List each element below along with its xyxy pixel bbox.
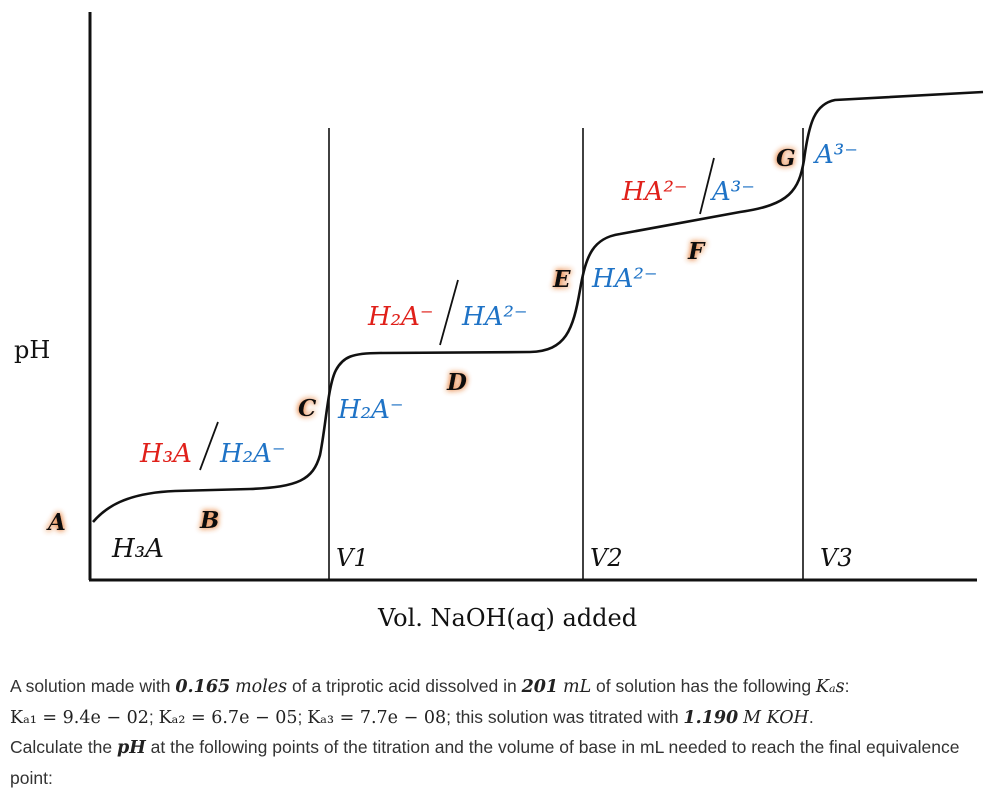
ratio-slash-3: [699, 157, 715, 215]
point-label-g: G: [776, 145, 796, 172]
species-ha-region: HA²⁻: [591, 264, 658, 294]
ph-symbol: pH: [117, 738, 146, 758]
conc-value: 1.190: [683, 707, 739, 728]
y-axis-label: pH: [14, 336, 50, 364]
problem-text-7: Calculate the: [10, 737, 118, 757]
volume-unit: mL: [562, 677, 592, 697]
point-label-c: C: [298, 395, 317, 422]
ratio-slash-2: [439, 279, 459, 346]
ka3-value: Kₐ₃ = 7.7e − 08: [307, 707, 447, 728]
v3-label: V3: [820, 544, 853, 572]
species-h3a: H₃A: [111, 534, 164, 564]
point-label-a: A: [46, 509, 66, 536]
point-label-e: E: [552, 266, 571, 293]
species-ha-a-acid: HA²⁻: [621, 177, 688, 207]
problem-text-2: of a triprotic acid dissolved in: [287, 676, 522, 696]
moles-unit: moles: [235, 677, 288, 697]
species-ha-a-base: A³⁻: [710, 177, 755, 207]
species-h2a-region: H₂A⁻: [337, 395, 404, 425]
species-h3a-h2a-acid: H₃A: [139, 439, 192, 469]
problem-statement: A solution made with 0.165 moles of a tr…: [10, 676, 960, 788]
moles-value: 0.165: [175, 677, 231, 697]
volume-value: 201: [521, 677, 559, 697]
problem-text-1: A solution made with: [10, 676, 176, 696]
ka2-value: Kₐ₂ = 6.7e − 05: [158, 707, 298, 728]
titration-curve: [92, 90, 984, 523]
v1-label: V1: [336, 544, 369, 572]
problem-text-3: of solution has the following: [591, 676, 816, 696]
problem-text-8: at the following points of the titration…: [10, 737, 960, 788]
problem-text-5: ; this solution was titrated with: [446, 706, 684, 727]
point-label-d: D: [446, 369, 467, 396]
problem-text-6: .: [808, 706, 814, 727]
v2-label: V2: [590, 544, 623, 572]
species-a-region: A³⁻: [813, 140, 858, 170]
point-label-f: F: [687, 238, 706, 265]
ka1-value: Kₐ₁ = 9.4e − 02: [10, 707, 149, 728]
kas-symbol: Kₐs: [815, 677, 845, 697]
species-h2a-ha-acid: H₂A⁻: [367, 302, 434, 332]
species-h2a-ha-base: HA²⁻: [461, 302, 528, 332]
x-axis-label: Vol. NaOH(aq) added: [377, 604, 637, 632]
ratio-slash-1: [199, 421, 219, 471]
titration-curve-chart: V1 V2 V3 pH Vol. NaOH(aq) added A B C D …: [14, 12, 984, 632]
conc-unit: M KOH: [743, 707, 809, 728]
problem-text-4: :: [844, 676, 850, 696]
species-h3a-h2a-base: H₂A⁻: [219, 439, 286, 469]
point-label-b: B: [199, 507, 219, 534]
